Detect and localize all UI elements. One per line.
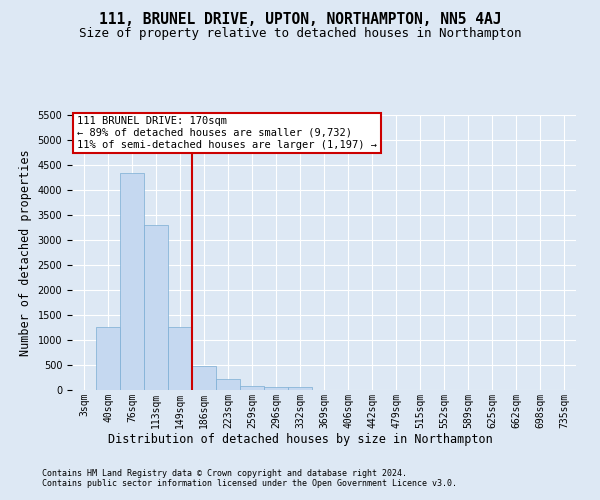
Bar [192, 366, 216, 390]
Bar [264, 387, 288, 390]
Bar [120, 172, 144, 390]
Y-axis label: Number of detached properties: Number of detached properties [19, 149, 32, 356]
Text: 111, BRUNEL DRIVE, UPTON, NORTHAMPTON, NN5 4AJ: 111, BRUNEL DRIVE, UPTON, NORTHAMPTON, N… [99, 12, 501, 28]
Text: Size of property relative to detached houses in Northampton: Size of property relative to detached ho… [79, 28, 521, 40]
Text: Distribution of detached houses by size in Northampton: Distribution of detached houses by size … [107, 432, 493, 446]
Bar [216, 379, 240, 390]
Text: Contains public sector information licensed under the Open Government Licence v3: Contains public sector information licen… [42, 478, 457, 488]
Bar [240, 386, 264, 390]
Text: Contains HM Land Registry data © Crown copyright and database right 2024.: Contains HM Land Registry data © Crown c… [42, 468, 407, 477]
Text: 111 BRUNEL DRIVE: 170sqm
← 89% of detached houses are smaller (9,732)
11% of sem: 111 BRUNEL DRIVE: 170sqm ← 89% of detach… [77, 116, 377, 150]
Bar [144, 225, 168, 390]
Bar [288, 387, 312, 390]
Bar [168, 326, 192, 390]
Bar [96, 326, 120, 390]
